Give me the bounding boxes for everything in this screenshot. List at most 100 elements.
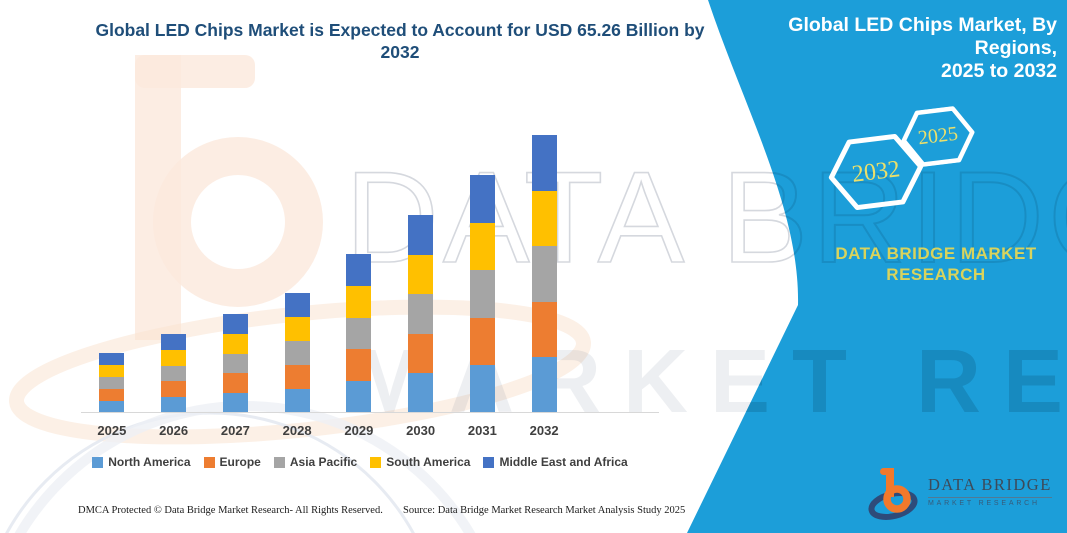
segment-north-america-2028 [284,389,310,413]
segment-asia-pacific-2028 [284,341,310,365]
segment-asia-pacific-2031 [469,270,495,318]
x-axis-label-2026: 2026 [159,423,189,438]
stacked-bar-2031 [469,175,495,413]
stacked-bar-2027 [222,314,248,413]
panel-brand-text: DATA BRIDGE MARKET RESEARCH [820,243,1052,285]
segment-europe-2032 [531,301,557,358]
x-axis-label-2025: 2025 [97,423,127,438]
segment-middle-east-and-africa-2026 [161,334,187,350]
segment-north-america-2029 [346,381,372,413]
stacked-bar-2025 [99,353,125,413]
legend-item-middle-east-and-africa: Middle East and Africa [483,455,628,469]
x-axis-label-2032: 2032 [529,423,559,438]
segment-middle-east-and-africa-2025 [99,353,125,365]
x-axis-line [81,412,659,413]
hexagon-outline-icon [828,133,924,211]
legend-label-north-america: North America [108,455,191,469]
stacked-bar-2029 [346,254,372,413]
stacked-bar-2028 [284,293,310,413]
segment-north-america-2031 [469,365,495,413]
legend-label-asia-pacific: Asia Pacific [289,455,358,469]
segment-north-america-2030 [408,373,434,413]
segment-south-america-2032 [531,190,557,247]
legend-item-south-america: South America [370,455,470,469]
legend-label-europe: Europe [219,455,261,469]
legend-item-north-america: North America [92,455,191,469]
legend-item-europe: Europe [203,455,261,469]
segment-asia-pacific-2027 [222,353,248,374]
hexagon-outline-icon [901,106,975,167]
x-axis-labels: 2025 2026 2027 2028 2029 2030 2031 2032 [81,423,575,438]
bar-slot-2031 [452,100,514,413]
legend-label-south-america: South America [386,455,471,469]
chart-legend: North America Europe Asia Pacific South Ame… [40,455,680,469]
db-logo-watermark-icon [8,55,592,445]
x-axis-label-2027: 2027 [220,423,250,438]
segment-middle-east-and-africa-2028 [284,293,310,317]
segment-north-america-2025 [99,401,125,413]
bar-slot-2025 [81,100,143,413]
segment-middle-east-and-africa-2032 [531,135,557,191]
legend-swatch-europe [203,456,215,468]
segment-europe-2027 [222,373,248,394]
data-bridge-logo: DATA BRIDGE MARKET RESEARCH [868,462,1052,520]
segment-asia-pacific-2026 [161,365,187,382]
segment-south-america-2025 [99,365,125,377]
hexagon-2025-label: 2025 [916,122,960,150]
segment-europe-2030 [408,333,434,374]
segment-europe-2029 [346,349,372,382]
panel-heading-line1: Global LED Chips Market, By Regions, [788,14,1057,59]
chart-title-line2: 2032 [380,42,420,62]
hexagon-2032: 2032 [824,130,928,213]
segment-south-america-2027 [222,333,248,354]
segment-europe-2028 [284,365,310,389]
segment-asia-pacific-2030 [408,294,434,334]
segment-south-america-2028 [284,317,310,341]
hexagon-2025: 2025 [898,104,978,170]
segment-europe-2031 [469,317,495,366]
bar-slot-2032 [513,100,575,413]
bar-plot [81,100,575,413]
stacked-bar-2030 [408,215,434,413]
footer-source-text: Source: Data Bridge Market Research Mark… [403,505,686,516]
bar-slot-2027 [205,100,267,413]
panel-brand-line1: DATA BRIDGE MARKET [835,244,1037,263]
chart-title: Global LED Chips Market is Expected to A… [40,19,760,63]
bar-slot-2029 [328,100,390,413]
segment-north-america-2026 [161,397,187,413]
segment-asia-pacific-2025 [99,377,125,389]
segment-south-america-2031 [469,222,495,271]
segment-middle-east-and-africa-2031 [469,175,495,223]
x-axis-label-2031: 2031 [467,423,497,438]
legend-swatch-middle-east-and-africa [483,456,495,468]
chart-title-line1: Global LED Chips Market is Expected to A… [95,20,705,40]
segment-south-america-2026 [161,349,187,366]
logo-wordmark: DATA BRIDGE [928,475,1052,494]
segment-middle-east-and-africa-2027 [222,314,248,334]
data-bridge-logo-icon [868,468,918,520]
x-axis-label-2028: 2028 [282,423,312,438]
segment-north-america-2032 [531,357,557,413]
legend-swatch-south-america [370,456,382,468]
segment-asia-pacific-2029 [346,317,372,350]
x-axis-label-2029: 2029 [344,423,374,438]
logo-text-block: DATA BRIDGE MARKET RESEARCH [928,475,1052,507]
stacked-bar-2032 [531,135,557,413]
logo-subtitle: MARKET RESEARCH [928,500,1040,507]
legend-label-middle-east-and-africa: Middle East and Africa [499,455,628,469]
segment-south-america-2030 [408,254,434,295]
x-axis-label-2030: 2030 [406,423,436,438]
segment-middle-east-and-africa-2029 [346,254,372,286]
logo-divider [928,497,1052,498]
bar-slot-2030 [390,100,452,413]
legend-swatch-north-america [92,456,104,468]
bar-slot-2028 [266,100,328,413]
segment-europe-2026 [161,381,187,398]
bar-slot-2026 [143,100,205,413]
segment-north-america-2027 [222,393,248,413]
segment-south-america-2029 [346,285,372,318]
panel-brand-line2: RESEARCH [886,265,986,284]
legend-swatch-asia-pacific [273,456,285,468]
footer-dmca-text: DMCA Protected © Data Bridge Market Rese… [78,505,383,516]
